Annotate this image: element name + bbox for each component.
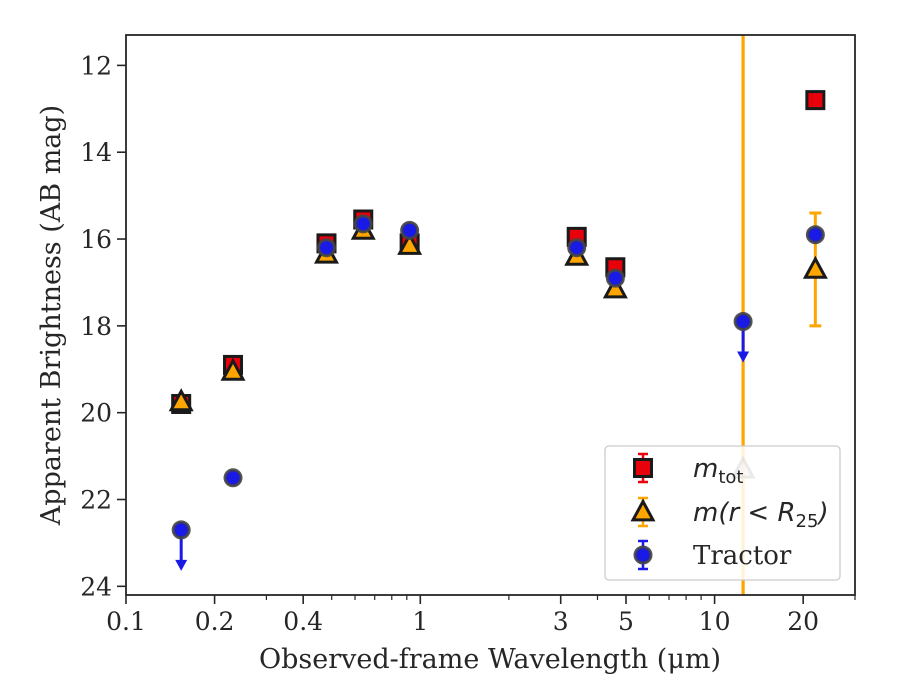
data-point-circle — [400, 220, 420, 240]
legend: mtot m(r < R25) Tractor — [604, 445, 841, 581]
data-point-circle — [605, 268, 625, 288]
data-point-triangle — [397, 231, 423, 255]
data-point-circle — [733, 312, 753, 332]
data-point-circle — [223, 468, 243, 488]
x-tick-label: 1 — [412, 607, 428, 636]
y-tick-label: 20 — [80, 399, 112, 428]
y-tick-label: 24 — [80, 572, 112, 601]
data-point-circle — [171, 520, 191, 540]
data-point-triangle — [168, 388, 194, 412]
legend-marker-triangle — [630, 498, 656, 522]
x-tick-label: 3 — [553, 607, 569, 636]
data-point-circle — [805, 225, 825, 245]
y-tick-label: 14 — [80, 138, 112, 167]
plot-frame — [125, 34, 856, 596]
legend-label: m(r < R25) — [693, 498, 829, 532]
x-tick-label: 0.1 — [106, 607, 146, 636]
y-tick-label: 18 — [80, 312, 112, 341]
data-point-triangle — [802, 255, 828, 279]
data-point-square — [805, 90, 826, 111]
series-triangle — [168, 211, 828, 479]
upper-limit-arrow-head — [175, 559, 188, 571]
data-point-circle — [353, 214, 373, 234]
x-tick-label: 5 — [618, 607, 634, 636]
legend-label: mtot — [693, 454, 743, 488]
series-square — [171, 90, 826, 414]
series-circle — [171, 214, 825, 571]
data-point-triangle — [602, 275, 628, 299]
y-tick-label: 22 — [80, 485, 112, 514]
legend-marker-square — [633, 458, 653, 478]
data-point-circle — [316, 238, 336, 258]
plot-content — [168, 35, 828, 595]
x-tick-label: 0.2 — [195, 607, 235, 636]
legend-label: Tractor — [693, 541, 792, 571]
data-point-circle — [567, 238, 587, 258]
legend-box — [604, 445, 841, 581]
x-tick-label: 0.4 — [283, 607, 323, 636]
upper-limit-arrow-head — [737, 351, 750, 363]
legend-marker-circle — [633, 545, 653, 565]
x-tick-label: 10 — [699, 607, 731, 636]
y-axis-label: Apparent Brightness (AB mag) — [36, 105, 67, 526]
x-tick-label: 20 — [787, 607, 819, 636]
y-tick-label: 12 — [80, 51, 112, 80]
y-tick-label: 16 — [80, 225, 112, 254]
x-axis-label: Observed-frame Wavelength (μm) — [259, 644, 721, 675]
axes-ticks: 0.1 0.2 0.4 1 3 5 10 20 12 14 16 18 20 22 24 — [80, 51, 856, 636]
data-point-triangle — [220, 357, 246, 381]
